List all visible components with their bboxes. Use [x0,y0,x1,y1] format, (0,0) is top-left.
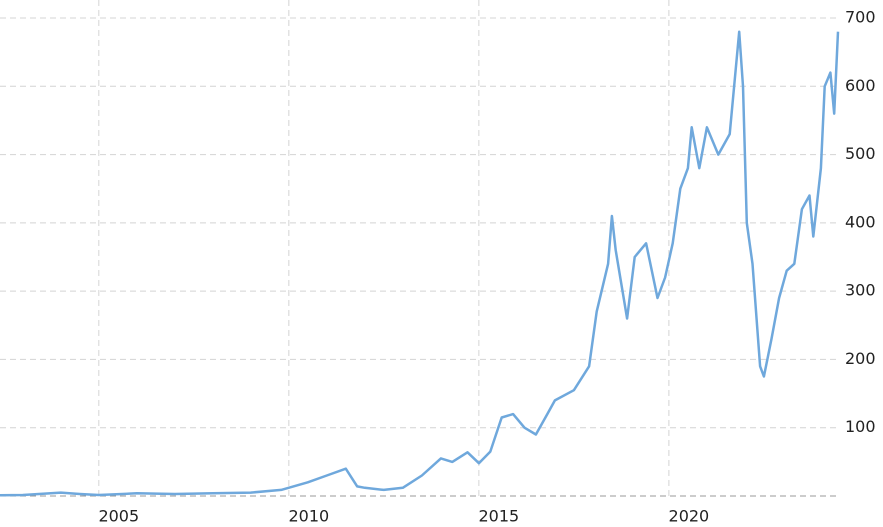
price-line [0,30,840,497]
x-tick-label: 2005 [98,507,139,526]
y-tick-label: 700 [845,8,876,27]
x-tick-label: 2020 [669,507,710,526]
y-tick-label: 300 [845,281,876,300]
y-tick-label: 600 [845,76,876,95]
y-tick-label: 200 [845,349,876,368]
x-tick-label: 2015 [478,507,519,526]
y-tick-label: 500 [845,144,876,163]
y-tick-label: 100 [845,417,876,436]
y-tick-label: 400 [845,212,876,231]
x-tick-label: 2010 [288,507,329,526]
